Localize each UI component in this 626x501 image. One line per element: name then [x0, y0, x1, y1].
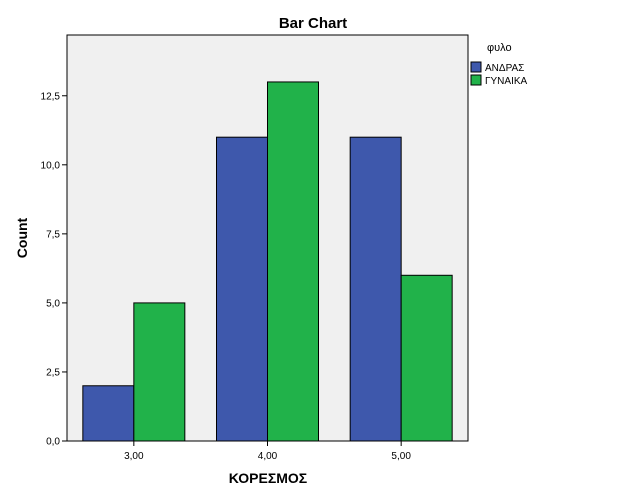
bar-series1-1 [82, 385, 135, 442]
y-tick-label: 10,0 [41, 160, 61, 171]
y-tick-label: 5,0 [46, 298, 60, 309]
bars-group [82, 81, 453, 442]
bar-series1-3 [349, 136, 402, 442]
bar-series2-1 [133, 302, 186, 442]
bar-series1-2 [216, 136, 268, 442]
y-axis: 0,0 2,5 5,0 7,5 10,0 12,5 [41, 91, 67, 448]
chart-title: Bar Chart [279, 15, 347, 32]
x-axis-label: ΚΟΡΕΣΜΟΣ [229, 470, 307, 486]
legend-label-2: ΓΥΝΑΙΚΑ [485, 76, 528, 87]
legend-label-1: ΑΝΔΡΑΣ [485, 63, 524, 74]
bar-series2-2 [267, 81, 319, 442]
x-tick-label: 4,00 [258, 451, 278, 462]
legend-title: φυλο [487, 42, 512, 54]
y-axis-label: Count [14, 217, 30, 258]
legend-swatch-1 [470, 61, 482, 73]
y-tick-label: 12,5 [41, 91, 61, 102]
y-tick-label: 0,0 [46, 437, 60, 448]
legend: φυλο ΑΝΔΡΑΣ ΓΥΝΑΙΚΑ [470, 42, 528, 87]
y-tick-label: 2,5 [46, 367, 60, 378]
x-tick-label: 3,00 [124, 451, 144, 462]
y-tick-label: 7,5 [46, 229, 60, 240]
x-tick-label: 5,00 [391, 451, 411, 462]
bar-series2-3 [400, 274, 453, 442]
legend-swatch-2 [470, 74, 482, 86]
x-axis: 3,00 4,00 5,00 [124, 441, 411, 462]
